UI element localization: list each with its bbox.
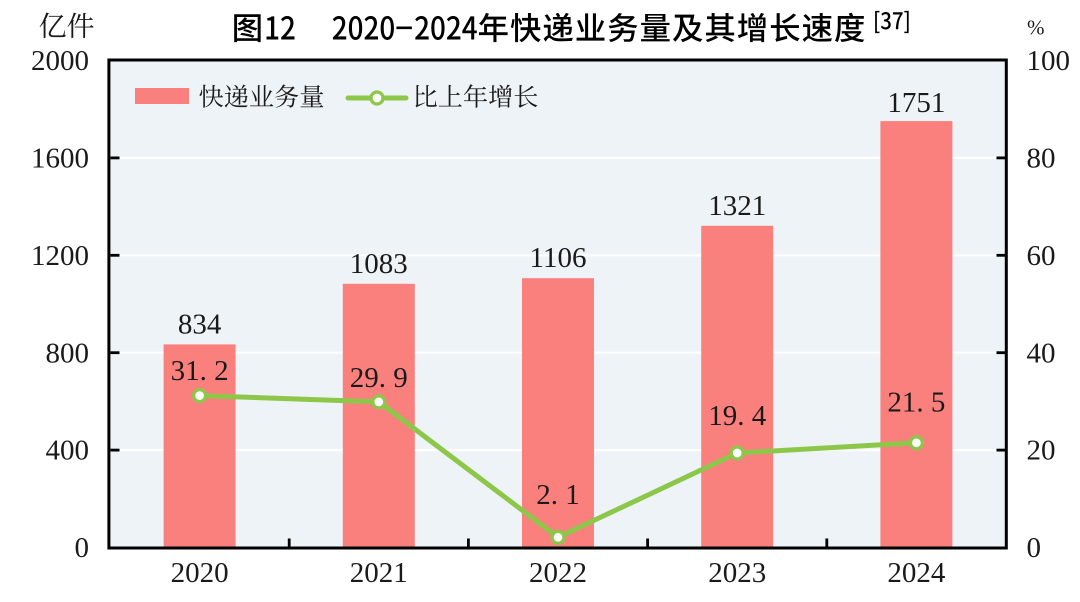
svg-text:31. 2: 31. 2 bbox=[171, 355, 229, 387]
svg-text:2. 1: 2. 1 bbox=[536, 479, 580, 511]
svg-text:1321: 1321 bbox=[708, 190, 766, 222]
svg-text:2000: 2000 bbox=[31, 45, 89, 77]
svg-text:100: 100 bbox=[1027, 45, 1071, 77]
svg-text:40: 40 bbox=[1027, 337, 1056, 369]
svg-text:%: % bbox=[1027, 16, 1045, 40]
svg-text:19. 4: 19. 4 bbox=[708, 400, 767, 432]
svg-text:21. 5: 21. 5 bbox=[887, 387, 945, 419]
svg-text:60: 60 bbox=[1027, 240, 1056, 272]
svg-text:1106: 1106 bbox=[530, 242, 587, 274]
svg-text:834: 834 bbox=[178, 308, 222, 340]
svg-text:80: 80 bbox=[1027, 143, 1056, 175]
svg-text:1600: 1600 bbox=[31, 143, 89, 175]
svg-text:400: 400 bbox=[46, 435, 90, 467]
svg-text:2022: 2022 bbox=[529, 557, 587, 589]
svg-text:2020: 2020 bbox=[171, 557, 229, 589]
svg-text:0: 0 bbox=[1027, 532, 1042, 564]
svg-text:1083: 1083 bbox=[350, 248, 408, 280]
svg-text:2021: 2021 bbox=[350, 557, 408, 589]
svg-text:800: 800 bbox=[46, 337, 90, 369]
svg-text:2024: 2024 bbox=[887, 557, 946, 589]
svg-text:1751: 1751 bbox=[887, 87, 945, 119]
svg-text:1200: 1200 bbox=[31, 240, 89, 272]
svg-text:20: 20 bbox=[1027, 435, 1056, 467]
svg-text:0: 0 bbox=[75, 532, 90, 564]
svg-text:29. 9: 29. 9 bbox=[350, 362, 408, 394]
svg-text:2023: 2023 bbox=[708, 557, 766, 589]
